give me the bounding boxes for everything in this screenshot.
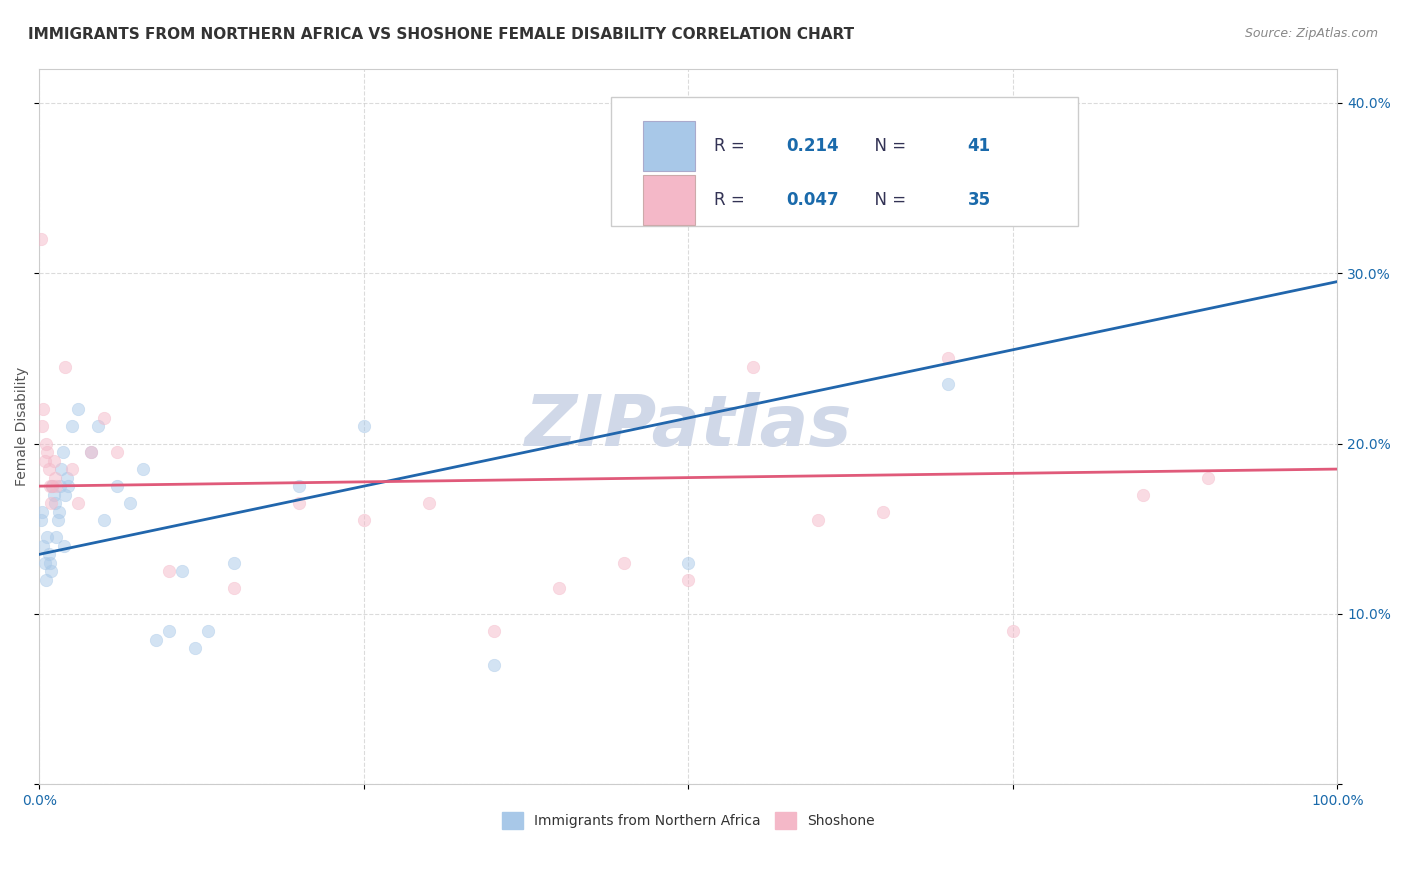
- Point: [31, 419, 53, 434]
- Point: [56, 479, 79, 493]
- Point: [120, 496, 142, 510]
- Point: [60, 419, 83, 434]
- Point: [51, 462, 73, 476]
- Point: [30, 232, 52, 246]
- Point: [132, 462, 155, 476]
- Point: [53, 359, 76, 374]
- Point: [38, 556, 60, 570]
- Point: [34, 556, 56, 570]
- Text: 41: 41: [967, 137, 991, 155]
- Point: [37, 547, 59, 561]
- Point: [224, 582, 246, 596]
- Text: ZIPatlas: ZIPatlas: [524, 392, 852, 461]
- Point: [353, 419, 375, 434]
- Point: [37, 462, 59, 476]
- Text: IMMIGRANTS FROM NORTHERN AFRICA VS SHOSHONE FEMALE DISABILITY CORRELATION CHART: IMMIGRANTS FROM NORTHERN AFRICA VS SHOSH…: [28, 27, 855, 42]
- Point: [482, 624, 505, 638]
- Point: [936, 376, 959, 391]
- Point: [1001, 624, 1024, 638]
- Point: [288, 479, 311, 493]
- Point: [32, 539, 55, 553]
- Point: [35, 573, 58, 587]
- Text: 0.047: 0.047: [786, 191, 838, 210]
- Point: [145, 632, 167, 647]
- Point: [872, 505, 894, 519]
- Point: [1197, 470, 1219, 484]
- Y-axis label: Female Disability: Female Disability: [15, 367, 30, 486]
- Text: 0.214: 0.214: [786, 137, 838, 155]
- Point: [678, 573, 700, 587]
- Point: [105, 445, 128, 459]
- Text: R =: R =: [714, 137, 751, 155]
- Point: [45, 530, 67, 544]
- Point: [41, 479, 63, 493]
- Text: N =: N =: [863, 137, 911, 155]
- Point: [184, 641, 207, 656]
- Point: [353, 513, 375, 527]
- Point: [157, 565, 180, 579]
- Point: [197, 624, 219, 638]
- Point: [46, 513, 69, 527]
- Point: [742, 359, 765, 374]
- Text: Source: ZipAtlas.com: Source: ZipAtlas.com: [1244, 27, 1378, 40]
- Text: 35: 35: [967, 191, 991, 210]
- Point: [37, 530, 59, 544]
- Legend: Immigrants from Northern Africa, Shoshone: Immigrants from Northern Africa, Shoshon…: [496, 806, 880, 835]
- Point: [44, 470, 66, 484]
- Point: [53, 539, 76, 553]
- Point: [807, 513, 830, 527]
- Point: [37, 445, 59, 459]
- Point: [93, 411, 115, 425]
- Point: [48, 505, 70, 519]
- Point: [67, 496, 90, 510]
- Point: [157, 624, 180, 638]
- Point: [49, 479, 72, 493]
- Point: [80, 445, 103, 459]
- Point: [936, 351, 959, 366]
- Point: [34, 453, 56, 467]
- Point: [612, 556, 634, 570]
- Point: [44, 496, 66, 510]
- Text: N =: N =: [863, 191, 911, 210]
- Text: R =: R =: [714, 191, 751, 210]
- Point: [1132, 488, 1154, 502]
- Point: [67, 402, 90, 417]
- Point: [80, 445, 103, 459]
- Point: [55, 470, 77, 484]
- Point: [35, 436, 58, 450]
- Point: [224, 556, 246, 570]
- Point: [32, 402, 55, 417]
- Point: [39, 496, 62, 510]
- Point: [288, 496, 311, 510]
- Point: [482, 658, 505, 673]
- Point: [38, 479, 60, 493]
- Bar: [610, 97, 1078, 226]
- Point: [172, 565, 194, 579]
- Point: [105, 479, 128, 493]
- Bar: [643, 175, 695, 226]
- Point: [53, 488, 76, 502]
- Point: [418, 496, 440, 510]
- Point: [30, 513, 52, 527]
- Point: [41, 479, 63, 493]
- Bar: [643, 121, 695, 171]
- Point: [45, 479, 67, 493]
- Point: [52, 445, 75, 459]
- Point: [87, 419, 110, 434]
- Point: [547, 582, 569, 596]
- Point: [678, 556, 700, 570]
- Point: [42, 488, 65, 502]
- Point: [39, 565, 62, 579]
- Point: [93, 513, 115, 527]
- Point: [42, 453, 65, 467]
- Point: [31, 505, 53, 519]
- Point: [60, 462, 83, 476]
